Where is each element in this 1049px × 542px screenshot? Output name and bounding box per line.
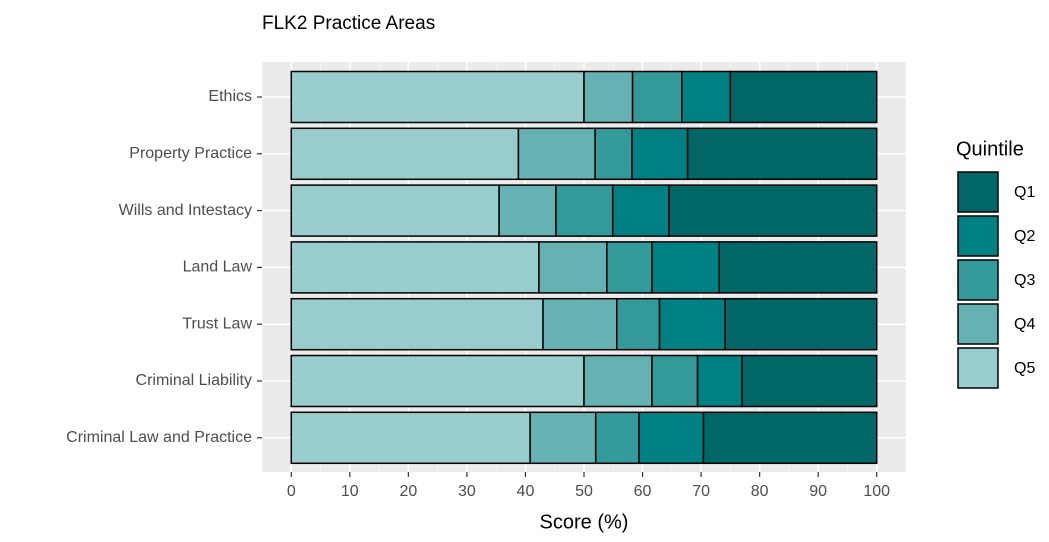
x-tick-label: 80 [751, 483, 769, 500]
chart-title: FLK2 Practice Areas [262, 13, 435, 34]
bar-segment [498, 184, 557, 237]
legend-key [957, 215, 999, 257]
bar-segment [681, 70, 732, 124]
bar-segment [658, 297, 726, 351]
bar-segment [611, 184, 670, 237]
legend-label: Q1 [1014, 184, 1035, 201]
bar-segment [517, 127, 596, 181]
bar-segment [741, 354, 878, 408]
bar-segment [290, 411, 531, 465]
bar-segment [702, 411, 878, 465]
bar-segment [538, 241, 608, 294]
y-tick-label: Wills and Intestacy [119, 202, 252, 219]
legend-label: Q5 [1014, 360, 1035, 377]
bar-segment [290, 184, 500, 237]
bar-segment [606, 241, 653, 294]
y-tick-label: Property Practice [129, 145, 252, 162]
legend-key [957, 259, 999, 301]
x-tick-label: 50 [575, 483, 593, 500]
bar-segment [290, 354, 585, 408]
bar-segment [651, 354, 699, 408]
y-tick-label: Trust Law [182, 315, 252, 332]
legend-key [957, 171, 999, 213]
y-tick-label: Criminal Law and Practice [66, 429, 252, 446]
bar-segment [729, 70, 878, 124]
bar-segment [290, 70, 585, 124]
y-tick-label: Land Law [183, 259, 253, 276]
bar-segment [542, 297, 618, 351]
x-axis-title: Score (%) [540, 511, 629, 533]
x-tick-label: 60 [634, 483, 652, 500]
x-tick-label: 90 [809, 483, 827, 500]
bar-segment [631, 70, 683, 124]
bar-segment [583, 70, 634, 124]
bar-segment [668, 184, 878, 237]
bar-segment [555, 184, 614, 237]
bar-segment [631, 127, 689, 181]
bar-segment [638, 411, 705, 465]
bar-segment [616, 297, 661, 351]
bar-segment [594, 411, 640, 465]
bar-segment [583, 354, 653, 408]
bar-segment [651, 241, 720, 294]
bar-segment [594, 127, 633, 181]
bar-segment [718, 241, 878, 294]
bar-segment [290, 241, 540, 294]
legend-label: Q3 [1014, 272, 1035, 289]
y-tick-label: Criminal Liability [136, 372, 252, 389]
x-tick-label: 100 [863, 483, 890, 500]
x-tick-label: 30 [458, 483, 476, 500]
bar-segment [686, 127, 878, 181]
bar-segment [529, 411, 597, 465]
x-tick-label: 20 [399, 483, 417, 500]
y-tick-label: Ethics [208, 88, 252, 105]
legend-title: Quintile [956, 138, 1024, 160]
legend-label: Q4 [1014, 316, 1035, 333]
x-tick-label: 70 [692, 483, 710, 500]
bar-segment [290, 127, 520, 181]
legend-label: Q2 [1014, 228, 1035, 245]
legend-key [957, 347, 999, 389]
x-tick-label: 10 [341, 483, 359, 500]
legend-key [957, 303, 999, 345]
bar-segment [724, 297, 878, 351]
bar-segment [696, 354, 743, 408]
bar-segment [290, 297, 544, 351]
x-tick-label: 40 [517, 483, 535, 500]
x-tick-label: 0 [287, 483, 296, 500]
